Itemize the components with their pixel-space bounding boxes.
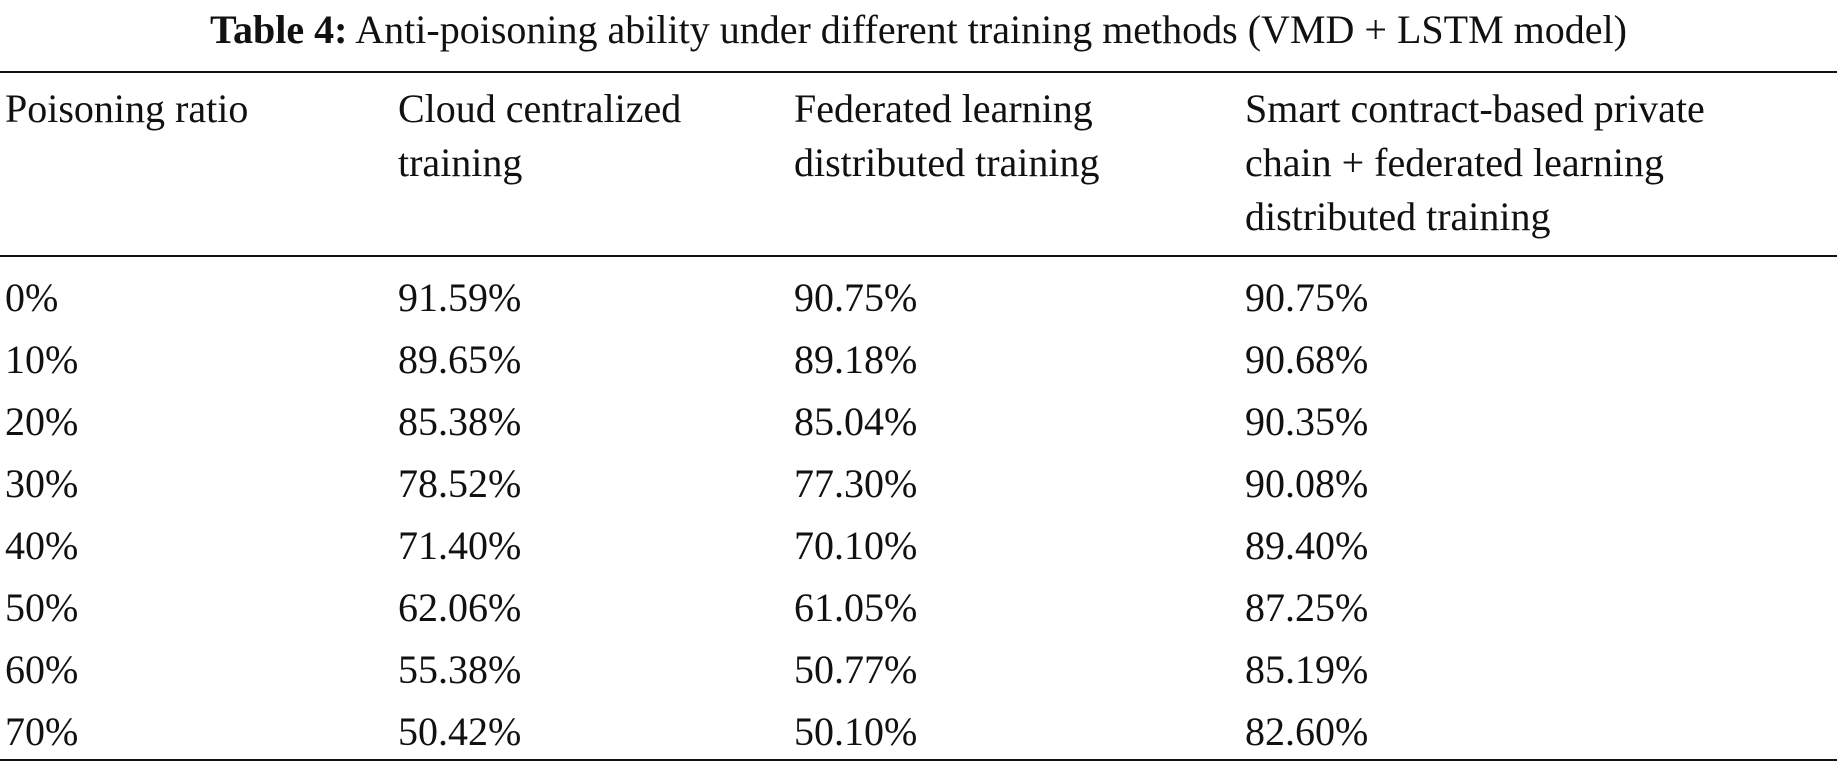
table-caption-text: Anti-poisoning ability under different t… <box>355 7 1627 52</box>
table-row: 60% 55.38% 50.77% 85.19% <box>0 639 1837 701</box>
table-top-rule <box>0 71 1837 73</box>
cell-smart-contract: 90.68% <box>1245 337 1369 382</box>
cell-poisoning-ratio: 70% <box>5 709 79 754</box>
cell-federated-learning: 50.10% <box>794 709 918 754</box>
cell-federated-learning: 70.10% <box>794 523 918 568</box>
cell-cloud-centralized: 50.42% <box>398 709 522 754</box>
cell-poisoning-ratio: 60% <box>5 647 79 692</box>
table-body: 0% 91.59% 90.75% 90.75% 10% 89.65% 89.18… <box>0 267 1837 763</box>
table-row: 10% 89.65% 89.18% 90.68% <box>0 329 1837 391</box>
cell-smart-contract: 90.75% <box>1245 275 1369 320</box>
header-line: distributed training <box>1245 194 1551 239</box>
table-header-rule <box>0 255 1837 257</box>
header-line: Cloud centralized <box>398 86 682 131</box>
cell-smart-contract: 90.35% <box>1245 399 1369 444</box>
header-poisoning-ratio: Poisoning ratio <box>5 82 248 136</box>
cell-poisoning-ratio: 30% <box>5 461 79 506</box>
cell-cloud-centralized: 71.40% <box>398 523 522 568</box>
cell-smart-contract: 85.19% <box>1245 647 1369 692</box>
table-row: 0% 91.59% 90.75% 90.75% <box>0 267 1837 329</box>
table-caption: Table 4: Anti-poisoning ability under di… <box>0 6 1837 54</box>
header-smart-contract: Smart contract-based private chain + fed… <box>1245 82 1705 244</box>
header-cloud-centralized: Cloud centralized training <box>398 82 681 190</box>
cell-smart-contract: 87.25% <box>1245 585 1369 630</box>
table-bottom-rule <box>0 759 1837 761</box>
cell-federated-learning: 61.05% <box>794 585 918 630</box>
table-header-row: Poisoning ratio Cloud centralized traini… <box>0 82 1837 252</box>
table-caption-label: Table 4: <box>210 7 348 52</box>
header-federated-learning: Federated learning distributed training <box>794 82 1100 190</box>
table-row: 30% 78.52% 77.30% 90.08% <box>0 453 1837 515</box>
header-line: training <box>398 140 523 185</box>
header-line: chain + federated learning <box>1245 140 1665 185</box>
cell-smart-contract: 82.60% <box>1245 709 1369 754</box>
cell-cloud-centralized: 91.59% <box>398 275 522 320</box>
header-line: distributed training <box>794 140 1100 185</box>
table-row: 50% 62.06% 61.05% 87.25% <box>0 577 1837 639</box>
cell-cloud-centralized: 55.38% <box>398 647 522 692</box>
cell-cloud-centralized: 78.52% <box>398 461 522 506</box>
cell-federated-learning: 77.30% <box>794 461 918 506</box>
cell-poisoning-ratio: 50% <box>5 585 79 630</box>
cell-poisoning-ratio: 20% <box>5 399 79 444</box>
header-line: Federated learning <box>794 86 1093 131</box>
cell-cloud-centralized: 85.38% <box>398 399 522 444</box>
cell-cloud-centralized: 62.06% <box>398 585 522 630</box>
cell-federated-learning: 90.75% <box>794 275 918 320</box>
cell-federated-learning: 89.18% <box>794 337 918 382</box>
header-line: Poisoning ratio <box>5 86 249 131</box>
cell-federated-learning: 50.77% <box>794 647 918 692</box>
table-row: 40% 71.40% 70.10% 89.40% <box>0 515 1837 577</box>
cell-cloud-centralized: 89.65% <box>398 337 522 382</box>
cell-poisoning-ratio: 40% <box>5 523 79 568</box>
header-line: Smart contract-based private <box>1245 86 1705 131</box>
table-row: 70% 50.42% 50.10% 82.60% <box>0 701 1837 763</box>
table-row: 20% 85.38% 85.04% 90.35% <box>0 391 1837 453</box>
cell-smart-contract: 90.08% <box>1245 461 1369 506</box>
cell-smart-contract: 89.40% <box>1245 523 1369 568</box>
cell-federated-learning: 85.04% <box>794 399 918 444</box>
cell-poisoning-ratio: 10% <box>5 337 79 382</box>
cell-poisoning-ratio: 0% <box>5 275 59 320</box>
